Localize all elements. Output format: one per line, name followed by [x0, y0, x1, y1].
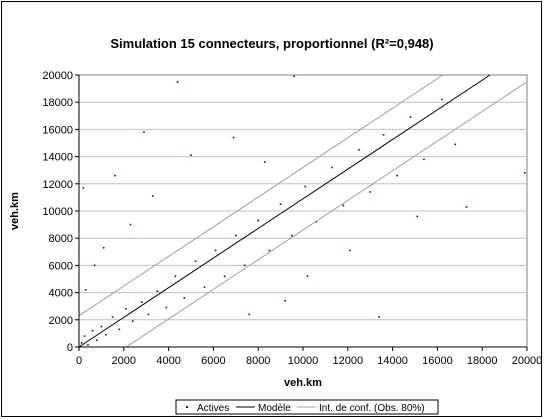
data-point-22: [243, 264, 246, 267]
data-point-56: [378, 316, 380, 318]
data-point-27: [304, 185, 307, 188]
data-point-41: [293, 75, 295, 78]
x-tick-label-0: 0: [76, 355, 82, 367]
data-point-3: [91, 329, 94, 332]
data-point-23: [257, 219, 259, 222]
data-point-15: [174, 275, 177, 278]
data-point-59: [264, 161, 266, 163]
data-point-47: [84, 289, 87, 291]
data-point-1: [83, 335, 86, 337]
data-point-45: [523, 172, 526, 174]
x-tick-label-10: 20000: [512, 355, 543, 367]
data-point-58: [306, 275, 309, 278]
model-line: [78, 74, 491, 348]
legend-label-conf: Int. de conf. (Obs. 80%): [319, 403, 425, 414]
data-points: [80, 75, 526, 346]
data-point-30: [342, 204, 345, 207]
y-tick-label-5: 10000: [42, 206, 73, 218]
x-tick-label-7: 14000: [377, 355, 408, 367]
data-point-13: [156, 290, 159, 293]
data-point-20: [223, 275, 226, 278]
y-tick-label-10: 20000: [42, 70, 73, 82]
data-point-28: [315, 221, 318, 223]
conf-lower-line: [125, 81, 528, 348]
y-axis-ticks: 0 2000 4000 6000 8000 10000 12000 14000 16000 180…: [42, 70, 79, 354]
data-point-33: [382, 134, 385, 136]
data-point-26: [291, 234, 293, 237]
x-tick-label-8: 16000: [422, 355, 453, 367]
conf-upper-line: [78, 74, 444, 317]
data-point-37: [441, 98, 443, 101]
data-point-6: [105, 333, 107, 336]
x-tick-label-2: 4000: [156, 355, 180, 367]
data-point-14: [165, 306, 168, 309]
legend-marker-actives: [186, 406, 188, 408]
data-point-18: [203, 286, 206, 288]
data-point-55: [349, 249, 351, 252]
data-point-54: [284, 299, 286, 302]
x-tick-label-6: 12000: [333, 355, 364, 367]
x-tick-label-4: 8000: [246, 355, 270, 367]
data-point-44: [82, 187, 85, 189]
data-point-46: [93, 264, 96, 267]
x-axis-ticks: 0 2000 4000 6000 8000 10000 12000 14000 16000 180…: [76, 347, 542, 367]
data-point-5: [100, 325, 103, 328]
chart-title: Simulation 15 connecteurs, proportionnel…: [110, 36, 433, 51]
data-point-8: [118, 328, 121, 331]
data-point-57: [416, 215, 419, 218]
data-point-39: [465, 206, 468, 208]
data-point-53: [248, 313, 251, 316]
legend-label-actives: Actives: [197, 403, 229, 414]
data-point-16: [183, 297, 186, 299]
x-tick-label-1: 2000: [112, 355, 136, 367]
data-point-43: [143, 131, 145, 133]
x-tick-label-3: 6000: [201, 355, 225, 367]
data-point-42: [114, 174, 116, 177]
y-tick-label-4: 8000: [49, 233, 73, 245]
data-point-4: [96, 339, 98, 341]
y-tick-label-1: 2000: [49, 315, 73, 327]
y-tick-label-3: 6000: [49, 260, 73, 272]
data-point-49: [129, 223, 132, 226]
data-point-24: [268, 249, 271, 252]
y-axis-title: veh.km: [9, 192, 21, 230]
data-point-31: [358, 149, 360, 151]
legend: Actives Modèle Int. de conf. (Obs. 80%): [175, 399, 439, 415]
data-point-19: [214, 249, 217, 252]
data-point-10: [131, 320, 134, 322]
data-point-34: [396, 174, 398, 177]
data-point-0: [80, 342, 83, 344]
y-tick-label-2: 4000: [49, 288, 73, 300]
data-point-11: [140, 301, 143, 303]
x-axis-title: veh.km: [284, 377, 322, 389]
y-tick-label-0: 0: [67, 342, 73, 354]
data-point-36: [423, 158, 425, 161]
data-point-50: [152, 195, 154, 197]
x-tick-label-9: 18000: [467, 355, 498, 367]
data-point-7: [111, 316, 114, 318]
y-tick-label-7: 14000: [42, 152, 73, 164]
data-point-38: [454, 143, 457, 146]
data-point-35: [409, 116, 412, 118]
data-point-40: [176, 81, 179, 83]
data-point-32: [369, 191, 371, 193]
y-tick-label-6: 12000: [42, 179, 73, 191]
data-point-52: [232, 136, 235, 139]
data-point-12: [147, 313, 150, 316]
data-point-29: [331, 166, 333, 169]
data-point-21: [235, 234, 237, 237]
legend-label-modele: Modèle: [258, 403, 291, 414]
data-point-48: [102, 246, 105, 249]
grid-lines: [79, 101, 527, 321]
data-point-9: [125, 308, 127, 310]
y-tick-label-8: 16000: [42, 124, 73, 136]
x-tick-label-5: 10000: [288, 355, 319, 367]
data-point-17: [194, 260, 197, 263]
data-point-25: [279, 203, 282, 205]
data-point-51: [190, 154, 192, 157]
y-tick-label-9: 18000: [42, 97, 73, 109]
data-point-2: [87, 344, 89, 346]
